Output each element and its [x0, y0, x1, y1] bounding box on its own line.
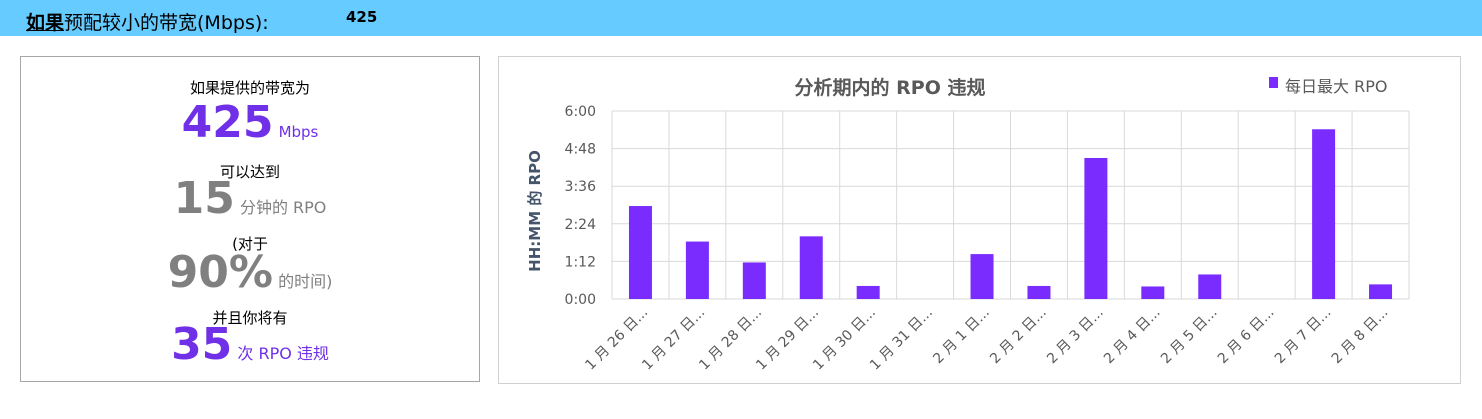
x-tick-label: 2 月 5 日... — [1158, 305, 1221, 368]
y-axis-ticks: 0:00 1:12 2:24 3:36 4:48 6:00 — [565, 104, 597, 308]
legend-label: 每日最大 RPO — [1285, 77, 1387, 96]
header-title-bold: 如果 — [26, 12, 65, 34]
x-tick-label: 2 月 4 日... — [1101, 305, 1164, 368]
chart-title: 分析期内的 RPO 违规 — [795, 76, 986, 99]
y-tick-label: 1:12 — [565, 254, 596, 270]
bar — [1198, 274, 1222, 299]
summary-rpo-row: 15 分钟的 RPO — [21, 177, 479, 221]
x-tick-label: 2 月 8 日... — [1329, 305, 1392, 368]
legend-swatch — [1269, 77, 1278, 88]
bar — [1369, 284, 1393, 299]
x-tick-label: 2 月 2 日... — [987, 305, 1050, 368]
summary-percent-value: 90% — [167, 247, 273, 298]
bar — [856, 285, 880, 299]
y-tick-label: 3:36 — [565, 179, 597, 195]
summary-violations-suffix: 次 RPO 违规 — [237, 344, 329, 363]
chart-gridlines — [611, 110, 1410, 300]
y-tick-label: 0:00 — [565, 292, 596, 308]
y-tick-label: 6:00 — [565, 104, 596, 120]
header-title: 如果预配较小的带宽(Mbps): — [26, 8, 269, 35]
summary-bandwidth-row: 425 Mbps — [21, 101, 479, 145]
x-tick-label: 2 月 1 日... — [930, 305, 993, 368]
y-tick-label: 4:48 — [565, 142, 596, 158]
bar — [799, 236, 823, 299]
header-bandwidth-value: 425 — [346, 8, 378, 26]
header-title-rest: 预配较小的带宽(Mbps): — [64, 12, 269, 34]
rpo-violation-chart: 分析期内的 RPO 违规 每日最大 RPO HH:MM 的 RPO 0:00 1:… — [526, 76, 1410, 374]
x-tick-label: 2 月 7 日... — [1272, 305, 1335, 368]
summary-line-for: (对于 — [232, 235, 268, 253]
chart-panel: 分析期内的 RPO 违规 每日最大 RPO HH:MM 的 RPO 0:00 1:… — [498, 56, 1461, 384]
summary-line-and-you-will: 并且你将有 — [212, 309, 288, 327]
summary-percent-row: 90% 的时间) — [21, 251, 479, 295]
x-tick-label: 2 月 3 日... — [1044, 305, 1107, 368]
summary-bandwidth-unit: Mbps — [278, 123, 319, 141]
bar — [1141, 286, 1165, 299]
bar — [742, 262, 766, 299]
summary-violations-value: 35 — [171, 319, 233, 370]
chart-bars — [628, 129, 1393, 299]
header-bar: 如果预配较小的带宽(Mbps): 425 — [0, 0, 1482, 36]
bar — [1312, 129, 1336, 299]
bar — [685, 241, 709, 299]
x-axis-ticks: 1 月 26 日...1 月 27 日...1 月 28 日...1 月 29 … — [582, 305, 1391, 374]
summary-rpo-value: 15 — [173, 173, 235, 224]
bar — [1084, 158, 1108, 299]
summary-violations-row: 35 次 RPO 违规 — [21, 323, 479, 367]
bar — [628, 206, 652, 299]
y-axis-label: HH:MM 的 RPO — [526, 150, 544, 272]
summary-line-provided-bandwidth: 如果提供的带宽为 — [189, 79, 310, 97]
x-tick-label: 2 月 6 日... — [1215, 305, 1278, 368]
y-tick-label: 2:24 — [565, 217, 597, 233]
summary-bandwidth-value: 425 — [181, 97, 274, 148]
summary-line-achieve: 可以达到 — [219, 163, 280, 181]
summary-rpo-unit: 分钟的 RPO — [239, 198, 327, 217]
bar — [970, 254, 994, 299]
summary-panel: 如果提供的带宽为 425 Mbps 可以达到 15 分钟的 RPO (对于 90… — [20, 56, 480, 382]
bar — [1027, 285, 1051, 299]
summary-percent-suffix: 的时间) — [278, 272, 333, 291]
